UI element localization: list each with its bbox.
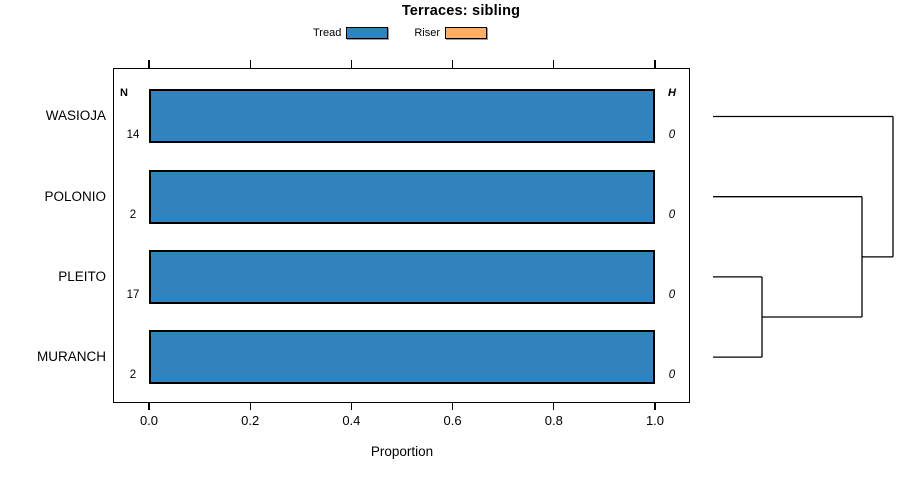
legend-label-tread: Tread: [313, 27, 342, 39]
x-axis-tick-label: 0.2: [241, 413, 260, 428]
x-axis-bottom-tick: [452, 402, 454, 410]
y-axis-label-muranch: MURANCH: [37, 349, 106, 364]
x-axis-bottom-tick: [350, 402, 352, 410]
bar-polonio: [149, 170, 655, 224]
x-axis-bottom-tick: [654, 402, 656, 410]
legend-item-tread: Tread: [313, 27, 389, 39]
x-axis-tick-label: 0.6: [443, 413, 462, 428]
h-value-muranch: 0: [668, 369, 676, 381]
x-axis-top-tick: [350, 60, 352, 68]
x-axis-title: Proportion: [370, 444, 434, 459]
x-axis-top-tick: [148, 60, 150, 68]
n-value-wasioja: 14: [126, 129, 140, 141]
x-axis-bottom-tick: [553, 402, 555, 410]
n-value-polonio: 2: [129, 209, 137, 221]
legend: Tread Riser: [313, 27, 487, 39]
y-axis-label-wasioja: WASIOJA: [45, 108, 106, 123]
y-axis-label-pleito: PLEITO: [58, 269, 106, 284]
y-axis-label-polonio: POLONIO: [44, 189, 106, 204]
dendrogram-branches: [713, 115, 894, 358]
legend-label-riser: Riser: [414, 27, 440, 39]
bar-pleito: [149, 250, 655, 304]
chart-title: Terraces: sibling: [401, 3, 521, 19]
h-value-pleito: 0: [668, 289, 676, 301]
x-axis-tick-label: 0.4: [342, 413, 361, 428]
x-axis-top-tick: [553, 60, 555, 68]
x-axis-top-tick: [452, 60, 454, 68]
x-axis-top-tick: [249, 60, 251, 68]
bar-muranch: [149, 330, 655, 384]
x-axis-tick-label: 0.8: [544, 413, 563, 428]
h-value-wasioja: 0: [668, 129, 676, 141]
x-axis-bottom-tick: [148, 402, 150, 410]
legend-swatch-tread: [346, 27, 389, 39]
x-axis-tick-label: 1.0: [645, 413, 665, 428]
bar-wasioja: [149, 89, 655, 143]
n-value-muranch: 2: [129, 369, 137, 381]
n-column-header: N: [120, 87, 128, 99]
h-value-polonio: 0: [668, 209, 676, 221]
h-column-header: H: [668, 87, 676, 99]
x-axis-tick-label: 0.0: [139, 413, 159, 428]
x-axis-bottom-tick: [249, 402, 251, 410]
n-value-pleito: 17: [126, 289, 140, 301]
x-axis-top-tick: [654, 60, 656, 68]
legend-swatch-riser: [445, 27, 487, 39]
legend-item-riser: Riser: [414, 27, 487, 39]
